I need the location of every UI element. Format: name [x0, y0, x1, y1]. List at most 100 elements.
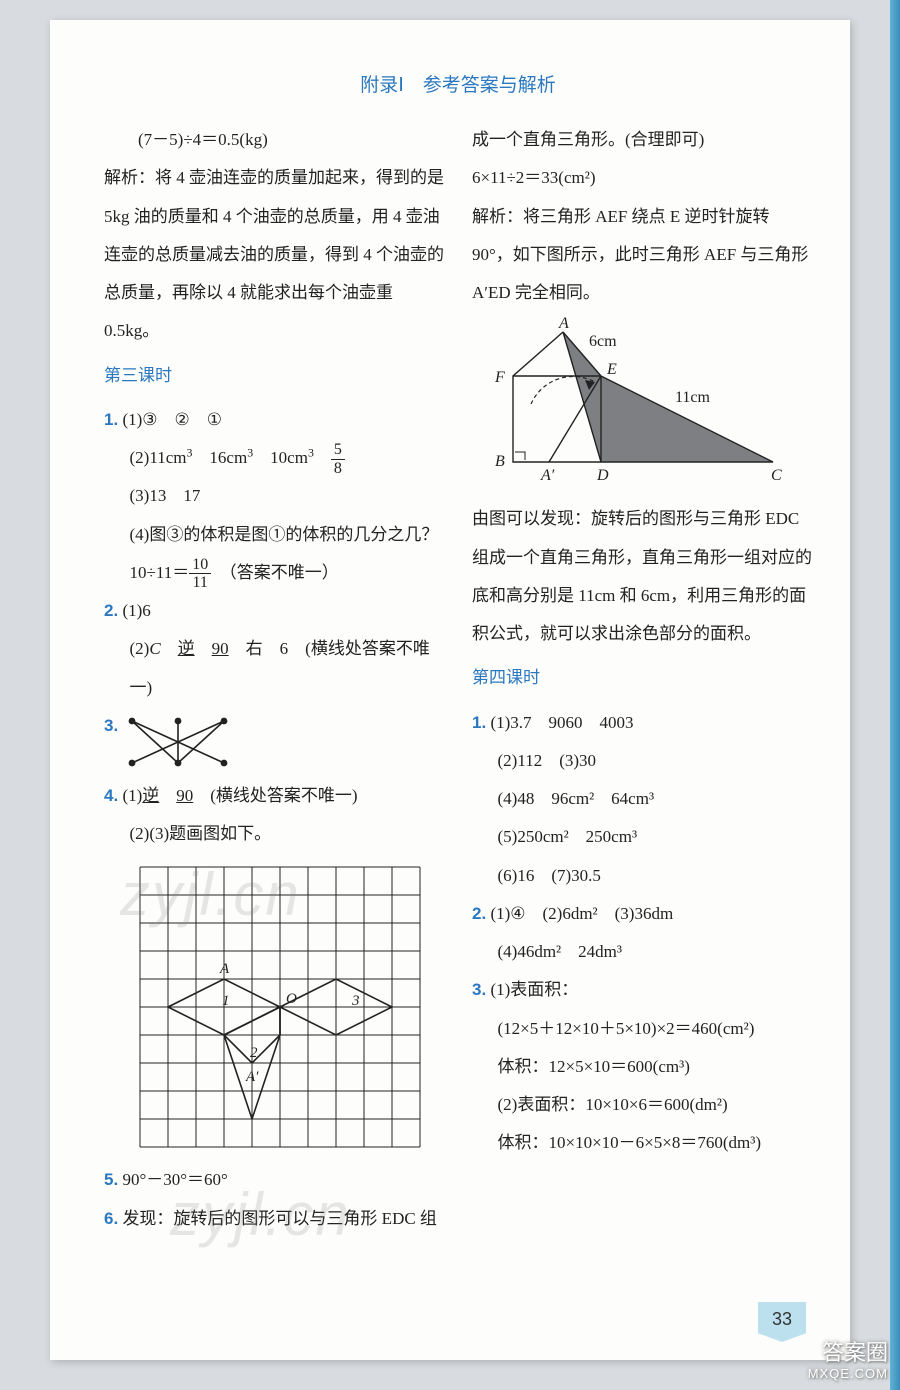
- svg-text:2: 2: [250, 1045, 258, 1061]
- r-q1-2: (2)112 (3)30: [472, 742, 812, 780]
- svg-text:D: D: [596, 467, 609, 484]
- analysis-label: 解析：: [104, 168, 155, 187]
- q5-text: 90°－30°＝60°: [122, 1170, 227, 1189]
- r-q3-2a: (2)表面积：10×10×6＝600(dm²): [472, 1086, 812, 1124]
- svg-text:O: O: [286, 991, 297, 1007]
- r-q3-1a: (1)表面积：: [490, 980, 578, 999]
- q2-2-d: 90: [212, 639, 229, 658]
- q-number: 6.: [104, 1209, 118, 1228]
- r-q3: 3. (1)表面积：: [472, 971, 812, 1009]
- triangle-diagram: A F B A′ D C E 6cm 11cm: [489, 316, 789, 496]
- cont-text: 成一个直角三角形。(合理即可): [472, 121, 812, 159]
- svg-text:A: A: [219, 961, 230, 977]
- svg-text:C: C: [771, 467, 782, 484]
- div-lhs: 10÷11＝: [130, 563, 190, 582]
- r-q3-1c: 体积：12×5×10＝600(cm³): [472, 1048, 812, 1086]
- q1-2: (2)11cm3 16cm3 10cm3 58: [104, 439, 444, 477]
- r-q3-1b: (12×5＋12×10＋5×10)×2＝460(cm²): [472, 1010, 812, 1048]
- q1-2-c: 10cm: [253, 448, 308, 467]
- page-header: 附录Ⅰ 参考答案与解析: [104, 70, 812, 97]
- logo-text: 答案圈: [822, 1340, 888, 1365]
- site-logo: 答案圈 MXQE.COM: [808, 1340, 888, 1382]
- page-number-tab: 33: [758, 1302, 806, 1342]
- r-q1-1: (1)3.7 9060 4003: [490, 713, 633, 732]
- r-q1-5: (5)250cm² 250cm³: [472, 818, 812, 856]
- q-number: 1.: [472, 713, 486, 732]
- q6: 6. 发现：旋转后的图形可以与三角形 EDC 组: [104, 1200, 444, 1238]
- equation: 6×11÷2＝33(cm²): [472, 159, 812, 197]
- q2-2-c: 逆: [178, 639, 195, 658]
- svg-text:3: 3: [351, 993, 360, 1009]
- fraction: 1011: [189, 556, 211, 592]
- svg-text:11cm: 11cm: [675, 389, 711, 406]
- q5: 5. 90°－30°＝60°: [104, 1161, 444, 1199]
- analysis-text: 将 4 壶油连壶的质量加起来，得到的是 5kg 油的质量和 4 个油壶的总质量，…: [104, 168, 444, 340]
- note: （答案不唯一）: [228, 563, 339, 582]
- section-title-4: 第四课时: [472, 659, 812, 697]
- page: 附录Ⅰ 参考答案与解析 (7－5)÷4＝0.5(kg) 解析：将 4 壶油连壶的…: [50, 20, 850, 1360]
- explain: 由图可以发现：旋转后的图形与三角形 EDC 组成一个直角三角形，直角三角形一组对…: [472, 500, 812, 653]
- r-q1-6: (6)16 (7)30.5: [472, 857, 812, 895]
- svg-text:F: F: [494, 369, 505, 386]
- grid-diagram: A O A′ 1 3 2: [130, 857, 430, 1157]
- analysis-block: 解析：将三角形 AEF 绕点 E 逆时针旋转 90°，如下图所示，此时三角形 A…: [472, 198, 812, 313]
- q2-2-b: C: [149, 639, 160, 658]
- q1-4: (4)图③的体积是图①的体积的几分之几？: [104, 516, 444, 554]
- q-number: 1.: [104, 410, 118, 429]
- r-q1: 1. (1)3.7 9060 4003: [472, 704, 812, 742]
- q-number: 3.: [472, 980, 486, 999]
- right-column: 成一个直角三角形。(合理即可) 6×11÷2＝33(cm²) 解析：将三角形 A…: [472, 121, 812, 1238]
- r-q2: 2. (1)④ (2)6dm² (3)36dm: [472, 895, 812, 933]
- q2-2-a: (2): [130, 639, 150, 658]
- logo-url: MXQE.COM: [808, 1366, 888, 1382]
- q1-1: (1)③ ② ①: [122, 410, 222, 429]
- star-diagram: [118, 711, 238, 773]
- frac-num: 5: [331, 441, 345, 460]
- q-number: 2.: [104, 601, 118, 620]
- svg-text:6cm: 6cm: [589, 333, 617, 350]
- svg-text:A: A: [558, 316, 569, 332]
- analysis-text: 将三角形 AEF 绕点 E 逆时针旋转 90°，如下图所示，此时三角形 AEF …: [472, 207, 808, 303]
- q6-text: 旋转后的图形可以与三角形 EDC 组: [173, 1209, 437, 1228]
- frac-den: 11: [189, 574, 211, 592]
- q-number: 4.: [104, 786, 118, 805]
- r-q2b: (4)46dm² 24dm³: [472, 933, 812, 971]
- r-q2-text: (1)④ (2)6dm² (3)36dm: [490, 904, 673, 923]
- q1-2-a: (2)11cm: [130, 448, 187, 467]
- svg-text:1: 1: [222, 993, 230, 1009]
- analysis-block: 解析：将 4 壶油连壶的质量加起来，得到的是 5kg 油的质量和 4 个油壶的总…: [104, 159, 444, 350]
- q4-1-a: (1): [122, 786, 142, 805]
- q2-2-e: 右 6 (横线处答案不唯一): [130, 639, 430, 696]
- left-column: (7－5)÷4＝0.5(kg) 解析：将 4 壶油连壶的质量加起来，得到的是 5…: [104, 121, 444, 1238]
- book-edge: [890, 0, 900, 1390]
- q-number: 2.: [472, 904, 486, 923]
- q4-2: (2)(3)题画图如下。: [104, 815, 444, 853]
- q6-label: 发现：: [122, 1209, 173, 1228]
- q-number: 3.: [104, 707, 118, 745]
- q2-1: (1)6: [122, 601, 150, 620]
- fraction: 58: [331, 441, 345, 477]
- q1-3: (3)13 17: [104, 477, 444, 515]
- equation: (7－5)÷4＝0.5(kg): [104, 121, 444, 159]
- section-title-3: 第三课时: [104, 357, 444, 395]
- q3: 3.: [104, 707, 444, 777]
- svg-text:E: E: [606, 361, 617, 378]
- svg-text:A′: A′: [245, 1069, 259, 1085]
- r-q3-2b: 体积：10×10×10－6×5×8＝760(dm³): [472, 1124, 812, 1162]
- analysis-label: 解析：: [472, 207, 523, 226]
- svg-text:A′: A′: [540, 467, 555, 484]
- svg-text:B: B: [495, 453, 505, 470]
- q4-1-d: (横线处答案不唯一): [210, 786, 357, 805]
- q4: 4. (1)逆 90 (横线处答案不唯一): [104, 777, 444, 815]
- q-number: 5.: [104, 1170, 118, 1189]
- q2: 2. (1)6: [104, 592, 444, 630]
- r-q1-4: (4)48 96cm² 64cm³: [472, 780, 812, 818]
- q2-2: (2)C 逆 90 右 6 (横线处答案不唯一): [104, 630, 444, 707]
- q1: 1. (1)③ ② ①: [104, 401, 444, 439]
- frac-den: 8: [331, 460, 345, 478]
- q4-1-b: 逆: [142, 786, 159, 805]
- q4-1-c: 90: [176, 786, 193, 805]
- q1-div: 10÷11＝1011 （答案不唯一）: [104, 554, 444, 592]
- content-columns: (7－5)÷4＝0.5(kg) 解析：将 4 壶油连壶的质量加起来，得到的是 5…: [104, 121, 812, 1238]
- q1-2-b: 16cm: [192, 448, 247, 467]
